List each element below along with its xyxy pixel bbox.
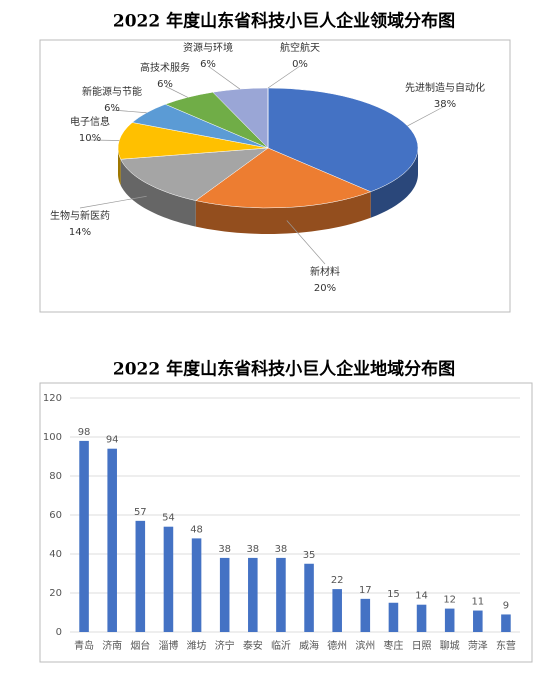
data-label: 14 — [415, 591, 428, 602]
data-label: 12 — [443, 595, 456, 606]
bar — [361, 599, 371, 632]
bar — [107, 449, 117, 632]
pie-title: 2022 年度山东省科技小巨人企业领域分布图 — [113, 11, 455, 32]
data-label: 38 — [246, 544, 259, 555]
x-tick-label: 德州 — [327, 639, 347, 652]
slice-value-label: 6% — [200, 59, 216, 70]
slice-label: 新材料 — [310, 265, 340, 278]
bar — [389, 603, 399, 632]
y-tick-label: 100 — [43, 432, 62, 443]
data-label: 38 — [218, 544, 231, 555]
x-tick-label: 青岛 — [74, 639, 94, 652]
y-tick-label: 20 — [49, 588, 62, 599]
slice-value-label: 6% — [157, 79, 173, 90]
data-label: 17 — [359, 585, 372, 596]
data-label: 22 — [331, 575, 344, 586]
x-tick-label: 东营 — [496, 639, 516, 652]
slice-value-label: 6% — [104, 103, 120, 114]
slice-value-label: 10% — [79, 133, 101, 144]
data-label: 98 — [78, 427, 91, 438]
x-tick-label: 济宁 — [215, 639, 235, 652]
slice-value-label: 14% — [69, 227, 91, 238]
data-label: 38 — [275, 544, 288, 555]
bar — [304, 564, 314, 632]
y-tick-label: 80 — [49, 471, 62, 482]
bar — [192, 538, 202, 632]
x-tick-label: 日照 — [412, 640, 432, 652]
bar — [164, 527, 174, 632]
data-label: 9 — [503, 600, 509, 611]
x-tick-label: 威海 — [299, 639, 319, 652]
data-label: 11 — [471, 597, 484, 608]
x-tick-label: 聊城 — [440, 639, 460, 652]
bar — [136, 521, 146, 632]
y-tick-label: 0 — [56, 627, 62, 638]
slice-label: 电子信息 — [70, 115, 110, 128]
bar — [501, 614, 511, 632]
x-tick-label: 淄博 — [158, 639, 178, 652]
bar-title: 2022 年度山东省科技小巨人企业地域分布图 — [113, 359, 455, 380]
slice-value-label: 0% — [292, 59, 308, 70]
data-label: 57 — [134, 507, 147, 518]
data-label: 48 — [190, 524, 203, 535]
data-label: 15 — [387, 589, 400, 600]
slice-value-label: 20% — [314, 283, 336, 294]
data-label: 54 — [162, 513, 175, 524]
y-tick-label: 60 — [49, 510, 62, 521]
bar — [276, 558, 286, 632]
data-label: 35 — [303, 550, 316, 561]
bar — [417, 605, 427, 632]
x-tick-label: 烟台 — [130, 639, 150, 652]
slice-label: 新能源与节能 — [82, 85, 142, 98]
x-tick-label: 菏泽 — [468, 640, 488, 652]
data-label: 94 — [106, 435, 119, 446]
slice-label: 先进制造与自动化 — [405, 81, 485, 94]
bar — [332, 589, 342, 632]
x-tick-label: 济南 — [102, 639, 122, 652]
bar — [473, 611, 483, 632]
x-tick-label: 临沂 — [271, 639, 291, 652]
slice-label: 资源与环境 — [183, 41, 233, 54]
y-tick-label: 120 — [43, 393, 62, 404]
bar — [445, 609, 455, 632]
y-tick-label: 40 — [49, 549, 62, 560]
bar — [248, 558, 258, 632]
bar — [220, 558, 230, 632]
x-tick-label: 泰安 — [243, 639, 263, 652]
slice-label: 高技术服务 — [140, 61, 190, 74]
x-tick-label: 滨州 — [355, 639, 375, 652]
x-tick-label: 枣庄 — [383, 639, 403, 652]
x-tick-label: 潍坊 — [187, 639, 207, 652]
slice-value-label: 38% — [434, 99, 456, 110]
bar — [79, 441, 89, 632]
slice-label: 航空航天 — [280, 41, 320, 54]
slice-label: 生物与新医药 — [50, 209, 110, 222]
